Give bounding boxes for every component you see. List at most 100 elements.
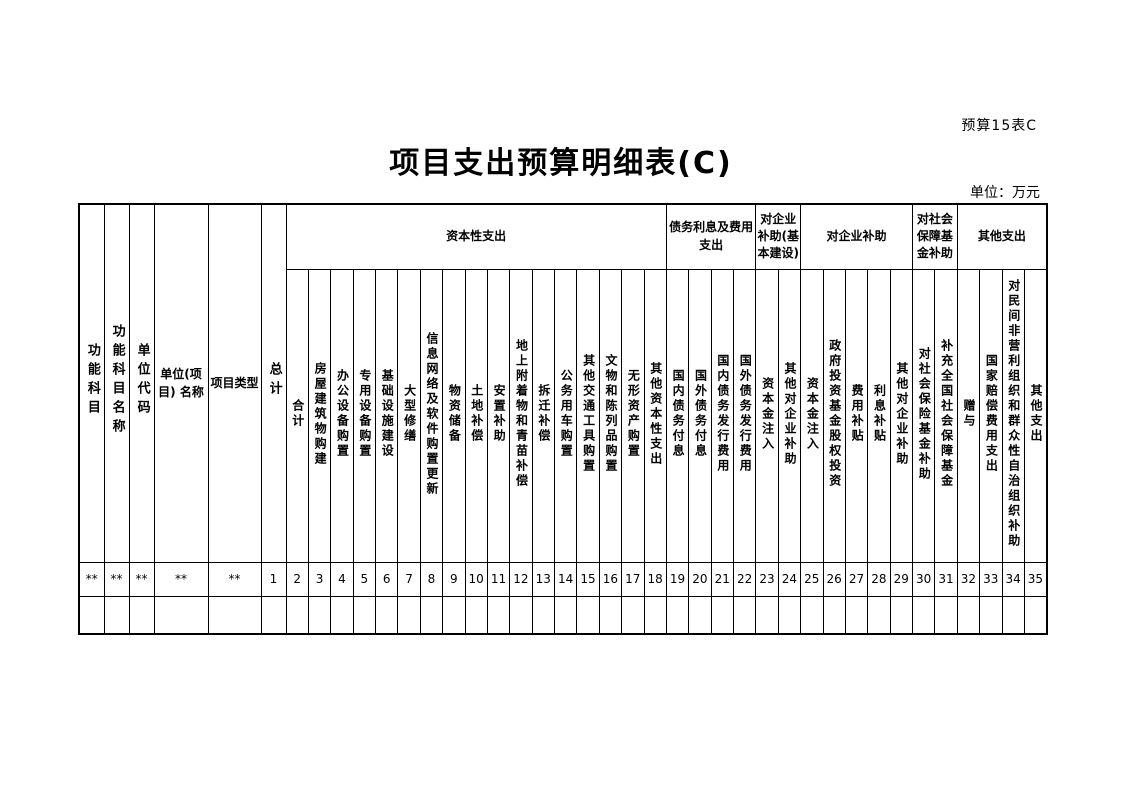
sub-header-cell: 赠与 (956, 268, 981, 563)
col-number-cell: 3 (307, 561, 332, 597)
col-number-cell: ** (128, 561, 155, 597)
sub-header-label: 政府投资基金股权投资 (827, 339, 842, 489)
sub-header-cell: 政府投资基金股权投资 (822, 268, 846, 563)
left-header-label: 单位(项目) 名称 (158, 367, 204, 400)
data-cell (643, 595, 667, 635)
sub-header-label: 合计 (290, 399, 305, 429)
sub-header-label: 其他对企业补助 (783, 361, 798, 467)
data-cell (352, 595, 377, 635)
left-header-label: 总计 (266, 362, 282, 401)
sub-header-cell: 国外债务付息 (688, 268, 712, 563)
data-cell (665, 595, 690, 635)
data-cell (285, 595, 309, 635)
data-cell (822, 595, 846, 635)
data-cell (755, 595, 779, 635)
sub-header-label: 办公设备购置 (335, 369, 350, 459)
left-header-cell: 总计 (260, 203, 287, 563)
col-number-cell: 32 (956, 561, 981, 597)
col-number-cell: 35 (1023, 561, 1048, 597)
col-number-cell: 14 (553, 561, 578, 597)
sub-header-label: 大型修缮 (402, 384, 417, 444)
col-number-cell: 25 (800, 561, 824, 597)
col-number-cell: 23 (755, 561, 779, 597)
page-title: 项目支出预算明细表(C) (389, 146, 733, 181)
col-number-cell: ** (153, 561, 209, 597)
col-number-cell: 4 (330, 561, 354, 597)
sub-header-cell: 其他交通工具购置 (576, 268, 600, 563)
data-cell (486, 595, 511, 635)
group-header-cell: 对企业补助 (800, 203, 913, 270)
data-cell (553, 595, 578, 635)
sub-header-label: 国家赔偿费用支出 (984, 354, 999, 474)
sub-header-cell: 土地补偿 (464, 268, 488, 563)
sub-header-label: 赠与 (962, 399, 977, 429)
left-header-label: 单位代码 (134, 343, 150, 420)
data-cell (330, 595, 354, 635)
left-header-cell: 单位(项目) 名称 (153, 203, 209, 563)
col-number-cell: ** (78, 561, 105, 597)
data-cell (260, 595, 287, 635)
data-cell (956, 595, 981, 635)
col-number-cell: ** (103, 561, 130, 597)
sub-header-label: 基础设施建设 (380, 369, 395, 459)
sub-header-cell: 拆迁补偿 (531, 268, 556, 563)
col-number-cell: 15 (576, 561, 600, 597)
col-number-cell: 22 (732, 561, 757, 597)
sub-header-cell: 对民间非营利组织和群众性自治组织补助 (1001, 268, 1025, 563)
left-header-cell: 项目类型 (207, 203, 262, 563)
sub-header-cell: 国外债务发行费用 (732, 268, 757, 563)
unit-label: 单位：万元 (970, 185, 1040, 201)
data-cell (867, 595, 891, 635)
col-number-cell: 13 (531, 561, 556, 597)
col-number-cell: 34 (1001, 561, 1025, 597)
sub-header-cell: 资本金注入 (800, 268, 824, 563)
sub-header-cell: 国内债务发行费用 (710, 268, 735, 563)
left-header-cell: 功能科目 (78, 203, 105, 563)
col-number-cell: 8 (419, 561, 444, 597)
sub-header-label: 其他支出 (1029, 384, 1044, 444)
data-cell (911, 595, 936, 635)
col-number-cell: 31 (934, 561, 958, 597)
sub-header-label: 补充全国社会保障基金 (939, 339, 954, 489)
sub-header-label: 资本金注入 (760, 376, 775, 452)
sub-header-label: 拆迁补偿 (536, 384, 551, 444)
group-header-label: 对企业补助(基本建设) (757, 211, 800, 261)
col-number-cell: 1 (260, 561, 287, 597)
sub-header-cell: 资本金注入 (755, 268, 779, 563)
sub-header-cell: 信息网络及软件购置更新 (419, 268, 444, 563)
col-number-cell: 24 (777, 561, 802, 597)
data-cell (397, 595, 421, 635)
sub-header-label: 利息补贴 (872, 384, 887, 444)
sub-header-cell: 费用补贴 (844, 268, 869, 563)
col-number-cell: 2 (285, 561, 309, 597)
sub-header-cell: 物资储备 (442, 268, 466, 563)
col-number-cell: 21 (710, 561, 735, 597)
data-cell (598, 595, 623, 635)
data-cell (576, 595, 600, 635)
left-header-label: 功能科目 (84, 343, 100, 420)
doc-label: 预算15表C (961, 118, 1037, 134)
sub-header-cell: 对社会保险基金补助 (911, 268, 936, 563)
data-cell (889, 595, 914, 635)
sub-header-label: 对社会保险基金补助 (917, 346, 932, 482)
sub-header-cell: 安置补助 (486, 268, 511, 563)
sub-header-label: 地上附着物和青苗补偿 (514, 339, 529, 489)
data-cell (531, 595, 556, 635)
group-header-cell: 对社会保障基金补助 (912, 203, 958, 270)
col-number-cell: 19 (665, 561, 690, 597)
sub-header-cell: 专用设备购置 (352, 268, 377, 563)
data-cell (844, 595, 869, 635)
sub-header-cell: 其他对企业补助 (777, 268, 802, 563)
col-number-cell: 7 (397, 561, 421, 597)
sub-header-cell: 补充全国社会保障基金 (934, 268, 958, 563)
col-number-cell: 16 (598, 561, 623, 597)
data-cell (934, 595, 958, 635)
data-cell (307, 595, 332, 635)
sub-header-label: 文物和陈列品购置 (604, 354, 619, 474)
col-number-cell: 18 (643, 561, 667, 597)
sub-header-cell: 办公设备购置 (330, 268, 354, 563)
col-number-cell: ** (207, 561, 262, 597)
sub-header-cell: 基础设施建设 (374, 268, 399, 563)
sub-header-label: 专用设备购置 (357, 369, 372, 459)
sub-header-label: 土地补偿 (469, 384, 484, 444)
